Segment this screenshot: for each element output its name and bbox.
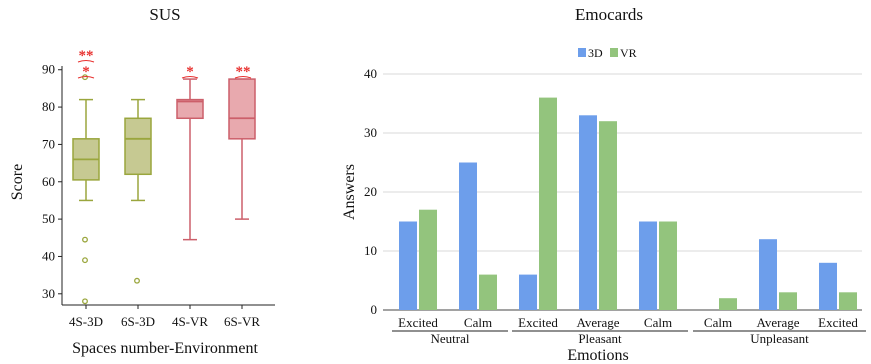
- emocards-category-groups: Neutral Pleasant Unpleasant: [392, 330, 866, 346]
- sus-y-tick-label: 60: [42, 174, 55, 189]
- emocards-legend-label: 3D: [588, 46, 603, 60]
- sus-boxplot: SUS Score Spaces number-Environment 30 40…: [9, 5, 275, 357]
- sus-y-axis-label: Score: [9, 164, 26, 200]
- emocards-legend-swatch-vr: [610, 48, 618, 57]
- emocards-bar-3d: [819, 262, 837, 310]
- sus-significance-mark: **: [79, 48, 94, 64]
- emocards-y-tick-label: 20: [364, 184, 377, 199]
- emocards-group-label: Neutral: [431, 331, 470, 346]
- emocards-bar-vr: [779, 292, 797, 310]
- emocards-legend: 3D VR: [578, 46, 637, 60]
- emocards-bar-3d: [519, 274, 537, 310]
- sus-box-6s-vr: [228, 78, 256, 220]
- emocards-bar-3d: [759, 239, 777, 310]
- emocards-y-tick-label: 30: [364, 125, 377, 140]
- emocards-y-tick-label: 0: [371, 302, 378, 317]
- sus-outlier-point: [82, 236, 88, 243]
- sus-outlier-point: [82, 298, 88, 305]
- emocards-x-tick-label: Calm: [704, 315, 732, 330]
- sus-significance-mark: *: [186, 64, 194, 80]
- sus-box-4s-vr: [176, 78, 204, 241]
- sus-box-6s-3d: [124, 98, 152, 284]
- emocards-bar-vr: [659, 221, 677, 310]
- emocards-bar-3d: [639, 221, 657, 310]
- sus-box-iqr: [228, 78, 256, 140]
- sus-y-tick-label: 50: [42, 211, 55, 226]
- sus-x-tick-label: 4S-3D: [69, 314, 103, 329]
- sus-box-iqr: [176, 98, 204, 120]
- emocards-x-tick-label: Excited: [818, 315, 858, 330]
- sus-significance-bracket: [77, 60, 95, 63]
- emocards-group-label: Pleasant: [578, 331, 622, 346]
- sus-box-4s-3d: [72, 74, 100, 305]
- emocards-y-tick-label: 40: [364, 66, 377, 81]
- sus-x-ticks: 4S-3D 6S-3D 4S-VR 6S-VR: [69, 305, 260, 329]
- emocards-x-ticks: Excited Calm Excited Average Calm Calm Average…: [398, 315, 858, 330]
- sus-outlier-point: [82, 257, 88, 264]
- emocards-y-tick-label: 10: [364, 243, 377, 258]
- emocards-bar-3d: [399, 221, 417, 310]
- emocards-bar-3d: [579, 115, 597, 310]
- emocards-y-axis-label: Answers: [341, 164, 358, 220]
- emocards-bar-vr: [479, 274, 497, 310]
- sus-significance-bracket: [181, 76, 199, 79]
- sus-x-tick-label: 6S-3D: [121, 314, 155, 329]
- emocards-legend-swatch-3d: [578, 48, 586, 57]
- emocards-bar-chart: Emocards Answers Emotions 3D VR 0 10 20 30 40…: [341, 5, 866, 364]
- emocards-bar-3d: [459, 162, 477, 310]
- sus-y-tick-label: 70: [42, 136, 55, 151]
- emocards-bar-vr: [719, 298, 737, 310]
- emocards-bar-vr: [839, 292, 857, 310]
- emocards-x-tick-label: Calm: [464, 315, 492, 330]
- emocards-bar-vr: [599, 121, 617, 310]
- sus-box-iqr: [124, 117, 152, 176]
- emocards-x-tick-label: Excited: [398, 315, 438, 330]
- sus-significance-mark: *: [82, 64, 90, 80]
- emocards-x-tick-label: Average: [756, 315, 799, 330]
- sus-y-tick-label: 30: [42, 286, 55, 301]
- emocards-bar-vr: [419, 209, 437, 310]
- sus-outlier-point: [134, 277, 140, 284]
- sus-x-tick-label: 6S-VR: [224, 314, 260, 329]
- sus-title: SUS: [149, 5, 180, 24]
- sus-y-tick-label: 40: [42, 248, 55, 263]
- sus-y-ticks: 30 40 50 60 70 80 90: [42, 62, 62, 301]
- emocards-legend-label: VR: [620, 46, 637, 60]
- emocards-title: Emocards: [575, 5, 643, 24]
- sus-x-axis-label: Spaces number-Environment: [72, 340, 258, 357]
- sus-significance-mark: **: [236, 64, 251, 80]
- emocards-group-label: Unpleasant: [750, 331, 809, 346]
- sus-x-tick-label: 4S-VR: [172, 314, 208, 329]
- emocards-x-tick-label: Excited: [518, 315, 558, 330]
- sus-y-tick-label: 90: [42, 62, 55, 77]
- sus-boxes: [72, 74, 256, 305]
- sus-significance-bracket: [234, 76, 252, 79]
- sus-annotations: *** * **: [77, 48, 252, 80]
- emocards-x-tick-label: Calm: [644, 315, 672, 330]
- sus-significance-bracket: [77, 76, 95, 79]
- emocards-bar-vr: [539, 97, 557, 310]
- emocards-x-axis-label: Emotions: [567, 347, 628, 364]
- emocards-x-tick-label: Average: [576, 315, 619, 330]
- sus-y-tick-label: 80: [42, 99, 55, 114]
- emocards-bars: [399, 97, 857, 310]
